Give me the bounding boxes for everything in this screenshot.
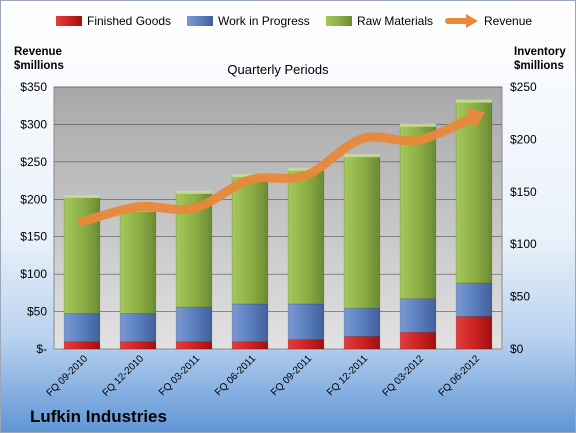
bar-top-cap	[176, 190, 212, 194]
bar-top-cap	[288, 167, 324, 171]
bar-work-in-progress	[287, 303, 325, 340]
legend: Finished Goods Work in Progress Raw Mate…	[56, 14, 532, 28]
legend-label-finished-goods: Finished Goods	[87, 14, 171, 28]
bar-raw-materials	[119, 210, 157, 314]
right-tick-label: $200	[510, 132, 537, 146]
left-tick-label: $150	[20, 230, 47, 244]
left-tick-label: $200	[20, 192, 47, 206]
legend-swatch-work-in-progress	[187, 16, 213, 26]
legend-label-work-in-progress: Work in Progress	[218, 14, 310, 28]
bar-top-cap	[456, 99, 492, 103]
left-axis-ticks: $- $50 $100 $150 $200 $250 $300 $350	[20, 80, 47, 356]
bar-work-in-progress	[455, 282, 493, 317]
legend-label-revenue: Revenue	[484, 14, 532, 28]
company-name: Lufkin Industries	[30, 407, 167, 426]
bar-finished-goods	[175, 341, 213, 350]
right-tick-label: $100	[510, 237, 537, 251]
bar-raw-materials	[399, 125, 437, 299]
legend-swatch-finished-goods	[56, 16, 82, 26]
left-axis-title-line2: $millions	[14, 60, 64, 72]
left-axis-title-line1: Revenue	[14, 46, 62, 58]
revenue-arrowhead	[466, 108, 486, 129]
bar-finished-goods	[455, 316, 493, 350]
bar-work-in-progress	[175, 306, 213, 342]
bar-finished-goods	[231, 341, 269, 350]
bar-finished-goods	[399, 331, 437, 350]
bar-top-cap	[344, 154, 380, 158]
right-tick-label: $250	[510, 80, 537, 94]
bar-raw-materials	[287, 169, 325, 305]
bar-work-in-progress	[343, 307, 381, 337]
bar-work-in-progress	[119, 313, 157, 342]
revenue-line	[77, 112, 479, 227]
legend-label-raw-materials: Raw Materials	[357, 14, 433, 28]
left-tick-label: $250	[20, 155, 47, 169]
left-tick-label: $300	[20, 117, 47, 131]
chart-subtitle: Quarterly Periods	[227, 62, 329, 77]
right-axis-ticks: $0 $50 $100 $150 $200 $250	[510, 80, 537, 356]
bar-work-in-progress	[399, 298, 437, 333]
right-tick-label: $0	[510, 342, 524, 356]
legend-swatch-revenue	[445, 14, 478, 28]
bar-raw-materials	[455, 101, 493, 284]
left-tick-label: $-	[36, 342, 47, 356]
bar-raw-materials	[343, 155, 381, 309]
right-axis-title-line1: Inventory	[514, 46, 566, 58]
bar-work-in-progress	[231, 303, 269, 342]
bars	[63, 99, 493, 350]
left-tick-label: $50	[27, 305, 47, 319]
bar-raw-materials	[231, 175, 269, 305]
bar-top-cap	[400, 123, 436, 127]
bar-finished-goods	[343, 336, 381, 350]
bar-work-in-progress	[63, 313, 101, 342]
right-tick-label: $150	[510, 185, 537, 199]
bar-finished-goods	[119, 341, 157, 350]
bar-top-cap	[64, 195, 100, 199]
left-tick-label: $100	[20, 267, 47, 281]
legend-swatch-raw-materials	[326, 16, 352, 26]
revenue-line-series	[77, 108, 486, 227]
right-axis-title-line2: $millions	[514, 60, 564, 72]
bar-finished-goods	[287, 339, 325, 350]
right-tick-label: $50	[510, 290, 530, 304]
bar-finished-goods	[63, 341, 101, 350]
left-tick-label: $350	[20, 80, 47, 94]
